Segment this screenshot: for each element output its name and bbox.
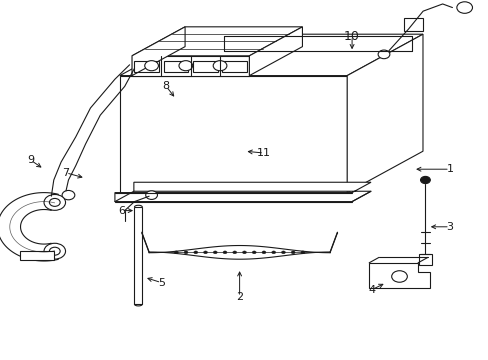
Circle shape xyxy=(62,190,75,200)
Polygon shape xyxy=(132,27,302,56)
Polygon shape xyxy=(134,207,142,304)
Polygon shape xyxy=(418,254,431,265)
Text: 5: 5 xyxy=(158,278,164,288)
Circle shape xyxy=(203,251,207,254)
Text: 3: 3 xyxy=(446,222,452,232)
Circle shape xyxy=(300,251,305,254)
Circle shape xyxy=(232,251,236,254)
Circle shape xyxy=(213,60,226,71)
Text: 6: 6 xyxy=(118,206,124,216)
Circle shape xyxy=(44,243,65,259)
Polygon shape xyxy=(132,56,249,76)
Circle shape xyxy=(223,251,226,254)
Circle shape xyxy=(213,251,217,254)
Circle shape xyxy=(144,60,158,71)
Circle shape xyxy=(291,251,295,254)
Polygon shape xyxy=(120,76,346,193)
Circle shape xyxy=(456,2,471,13)
Circle shape xyxy=(49,247,60,255)
Polygon shape xyxy=(115,182,370,202)
Polygon shape xyxy=(403,18,422,31)
Circle shape xyxy=(193,251,197,254)
Circle shape xyxy=(420,176,429,184)
Polygon shape xyxy=(20,251,54,260)
Text: 11: 11 xyxy=(257,148,270,158)
Circle shape xyxy=(174,251,178,254)
Circle shape xyxy=(183,251,187,254)
Circle shape xyxy=(252,251,256,254)
Text: 8: 8 xyxy=(163,81,169,91)
Circle shape xyxy=(44,194,65,210)
Circle shape xyxy=(377,50,389,59)
Polygon shape xyxy=(346,34,422,193)
Circle shape xyxy=(46,196,61,207)
Text: 2: 2 xyxy=(236,292,243,302)
Circle shape xyxy=(179,60,192,71)
Circle shape xyxy=(242,251,246,254)
Text: 9: 9 xyxy=(27,155,34,165)
Polygon shape xyxy=(0,193,58,261)
Circle shape xyxy=(391,271,407,282)
Polygon shape xyxy=(120,34,422,76)
Circle shape xyxy=(262,251,265,254)
Text: 10: 10 xyxy=(344,30,359,42)
Circle shape xyxy=(145,191,157,199)
Text: 7: 7 xyxy=(62,168,69,178)
Polygon shape xyxy=(132,27,184,76)
Polygon shape xyxy=(368,263,429,288)
Polygon shape xyxy=(249,27,302,76)
Circle shape xyxy=(281,251,285,254)
Text: 4: 4 xyxy=(367,285,374,295)
Circle shape xyxy=(271,251,275,254)
Text: 1: 1 xyxy=(446,164,452,174)
Circle shape xyxy=(49,198,60,206)
